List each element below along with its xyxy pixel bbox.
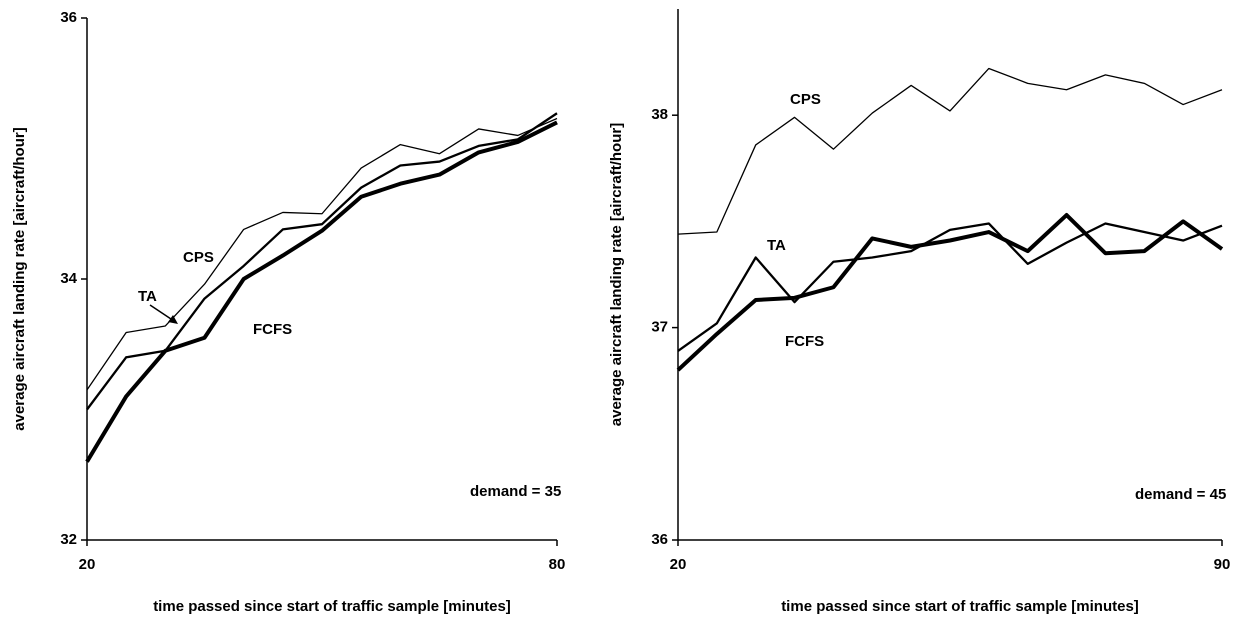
y-axis-label: average aircraft landing rate [aircraft/… (11, 127, 28, 430)
annotation: TA (767, 237, 786, 254)
annotation: CPS (790, 91, 821, 108)
y-tick-label: 36 (60, 9, 77, 26)
series-line (86, 117, 558, 391)
x-axis-label: time passed since start of traffic sampl… (153, 598, 511, 615)
x-tick-label: 20 (79, 556, 96, 573)
annotation-arrowhead (168, 315, 178, 324)
annotation-arrow (149, 304, 175, 322)
annotation: FCFS (253, 321, 292, 338)
y-tick-label: 38 (651, 106, 668, 123)
y-tick-label: 37 (651, 319, 668, 336)
y-axis-label: average aircraft landing rate [aircraft/… (608, 123, 625, 426)
x-axis-label: time passed since start of traffic sampl… (781, 598, 1139, 615)
series-line (86, 112, 558, 411)
annotation: demand = 35 (470, 483, 561, 500)
y-tick-label: 34 (60, 270, 77, 287)
annotation: TA (138, 288, 157, 305)
annotation: FCFS (785, 333, 824, 350)
series-line (677, 222, 1223, 352)
series-line (676, 213, 1224, 372)
y-tick-label: 36 (651, 531, 668, 548)
annotation: demand = 45 (1135, 486, 1226, 503)
series-line (677, 67, 1223, 235)
x-tick-label: 90 (1214, 556, 1231, 573)
series-line (85, 120, 558, 463)
annotation: CPS (183, 249, 214, 266)
y-tick-label: 32 (60, 531, 77, 548)
x-tick-label: 20 (670, 556, 687, 573)
x-tick-label: 80 (549, 556, 566, 573)
